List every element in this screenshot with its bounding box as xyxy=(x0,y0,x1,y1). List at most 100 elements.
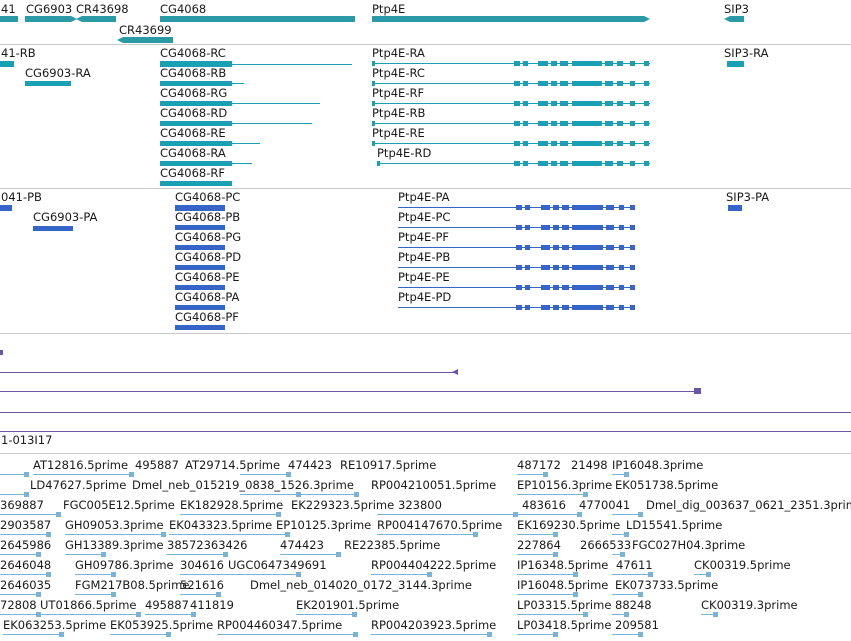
protein-label[interactable]: Ptp4E-PB xyxy=(398,250,451,264)
transcript-label[interactable]: Ptp4E-RE xyxy=(372,126,425,140)
est-label[interactable]: 2645986 xyxy=(0,538,52,552)
protein-label[interactable]: SIP3-PA xyxy=(726,190,770,204)
est-label[interactable]: UT01866.5prime xyxy=(40,598,137,612)
est-alignment[interactable] xyxy=(33,474,133,475)
est-label[interactable]: RP004203923.5prime xyxy=(371,618,497,632)
est-alignment[interactable] xyxy=(280,554,340,555)
transcript-label[interactable]: 41-RB xyxy=(1,46,36,60)
est-alignment[interactable] xyxy=(75,574,115,575)
est-label[interactable]: 2646035 xyxy=(0,578,52,592)
protein-bar[interactable] xyxy=(175,205,225,211)
est-alignment[interactable] xyxy=(0,574,50,575)
est-label[interactable]: 88248 xyxy=(615,598,652,612)
est-label[interactable]: 2646048 xyxy=(0,558,52,572)
transcript-bar[interactable] xyxy=(25,81,71,86)
est-label[interactable]: FGC005E12.5prime xyxy=(63,498,175,512)
feature-line[interactable] xyxy=(0,372,455,373)
est-alignment[interactable] xyxy=(167,554,227,555)
est-label[interactable]: LP03418.5prime xyxy=(517,618,612,632)
est-label[interactable]: EK229323.5prime xyxy=(291,498,395,512)
clone-label[interactable]: 1-013I17 xyxy=(1,433,53,447)
protein-label[interactable]: Ptp4E-PC xyxy=(398,210,451,224)
protein-label[interactable]: CG4068-PG xyxy=(175,230,242,244)
gene-label[interactable]: CG6903 xyxy=(26,2,73,16)
transcript-bar[interactable] xyxy=(160,61,232,67)
est-label[interactable]: Dmel_neb_014020_0172_3144.3prime xyxy=(250,578,472,592)
est-alignment[interactable] xyxy=(517,534,557,535)
transcript-bar[interactable] xyxy=(727,61,744,67)
transcript-label[interactable]: Ptp4E-RB xyxy=(372,106,426,120)
protein-label[interactable]: CG4068-PA xyxy=(175,290,240,304)
protein-bar[interactable] xyxy=(175,265,225,270)
est-alignment[interactable] xyxy=(180,574,300,575)
est-alignment[interactable] xyxy=(371,574,431,575)
est-alignment[interactable] xyxy=(288,494,358,495)
est-label[interactable]: 487172 xyxy=(517,458,561,472)
est-label[interactable]: EK043323.5prime xyxy=(169,518,273,532)
gene-label[interactable]: SIP3 xyxy=(724,2,749,16)
est-label[interactable]: EK051738.5prime xyxy=(615,478,719,492)
protein-label[interactable]: 041-PB xyxy=(1,190,42,204)
protein-label[interactable]: CG4068-PE xyxy=(175,270,240,284)
est-label[interactable]: Dmel_neb_015219_0838_1526.3prime xyxy=(132,478,354,492)
est-alignment[interactable] xyxy=(145,614,195,615)
transcript-bar[interactable] xyxy=(160,121,232,126)
est-label[interactable]: UGC0647349691 xyxy=(228,558,327,572)
est-alignment[interactable] xyxy=(296,614,356,615)
est-alignment[interactable] xyxy=(612,574,652,575)
est-alignment[interactable] xyxy=(40,614,140,615)
est-alignment[interactable] xyxy=(0,514,60,515)
est-alignment[interactable] xyxy=(517,514,581,515)
transcript-label[interactable]: CG4068-RF xyxy=(160,166,225,180)
est-label[interactable]: LP03315.5prime xyxy=(517,598,612,612)
est-label[interactable]: Dmel_dig_003637_0621_2351.3prime xyxy=(646,498,851,512)
est-label[interactable]: IP16348.5prime xyxy=(517,558,609,572)
transcript-bar[interactable] xyxy=(160,141,232,146)
transcript-label[interactable]: CG4068-RB xyxy=(160,66,227,80)
est-alignment[interactable] xyxy=(240,494,300,495)
est-label[interactable]: FGM217B08.5prime xyxy=(75,578,190,592)
est-label[interactable]: IP16048.3prime xyxy=(612,458,704,472)
gene-label[interactable]: CG4068 xyxy=(160,2,207,16)
protein-label[interactable]: CG4068-PB xyxy=(175,210,241,224)
est-label[interactable]: 483616 xyxy=(522,498,566,512)
est-alignment[interactable] xyxy=(517,634,557,635)
est-label[interactable]: EK063253.5prime xyxy=(3,618,107,632)
est-label[interactable]: GH09786.3prime xyxy=(75,558,174,572)
est-alignment[interactable] xyxy=(612,614,628,615)
protein-bar[interactable] xyxy=(0,205,12,211)
transcript-label[interactable]: CG4068-RD xyxy=(160,106,228,120)
est-label[interactable]: 209581 xyxy=(615,618,659,632)
transcript-label[interactable]: CG4068-RE xyxy=(160,126,226,140)
est-label[interactable]: 495887 xyxy=(135,458,179,472)
est-alignment[interactable] xyxy=(612,474,628,475)
gene-bar[interactable] xyxy=(0,16,18,22)
est-alignment[interactable] xyxy=(0,474,28,475)
est-label[interactable]: GH09053.3prime xyxy=(65,518,164,532)
transcript-label[interactable]: Ptp4E-RA xyxy=(372,46,425,60)
est-alignment[interactable] xyxy=(612,534,628,535)
est-label[interactable]: AT12816.5prime xyxy=(33,458,129,472)
est-alignment[interactable] xyxy=(240,474,290,475)
est-label[interactable]: EK073733.5prime xyxy=(615,578,719,592)
est-label[interactable]: EP10125.3prime xyxy=(276,518,372,532)
est-alignment[interactable] xyxy=(75,594,115,595)
protein-bar[interactable] xyxy=(175,285,225,290)
est-alignment[interactable] xyxy=(694,574,710,575)
protein-label[interactable]: CG4068-PD xyxy=(175,250,242,264)
est-label[interactable]: 72808 xyxy=(0,598,37,612)
gene-bar[interactable] xyxy=(372,16,644,22)
est-alignment[interactable] xyxy=(612,594,642,595)
est-label[interactable]: EK182928.5prime xyxy=(180,498,284,512)
est-label[interactable]: 411819 xyxy=(190,598,234,612)
transcript-label[interactable]: SIP3-RA xyxy=(724,46,769,60)
est-label[interactable]: 323800 xyxy=(398,498,442,512)
protein-label[interactable]: CG4068-PC xyxy=(175,190,241,204)
est-alignment[interactable] xyxy=(612,634,642,635)
est-alignment[interactable] xyxy=(371,634,491,635)
est-label[interactable]: RE22385.5prime xyxy=(344,538,441,552)
transcript-bar[interactable] xyxy=(160,161,232,166)
est-label[interactable]: RE10917.5prime xyxy=(340,458,437,472)
est-alignment[interactable] xyxy=(0,494,28,495)
est-label[interactable]: CK00319.3prime xyxy=(701,598,798,612)
